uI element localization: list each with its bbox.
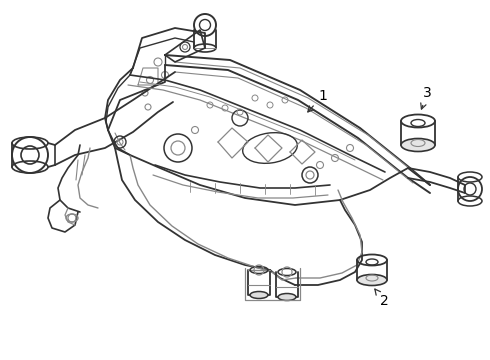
Ellipse shape <box>250 292 268 298</box>
Ellipse shape <box>401 139 435 152</box>
Text: 2: 2 <box>375 289 389 308</box>
Ellipse shape <box>278 293 296 301</box>
Text: 1: 1 <box>308 89 327 112</box>
Ellipse shape <box>357 274 387 285</box>
Text: 3: 3 <box>421 86 432 109</box>
